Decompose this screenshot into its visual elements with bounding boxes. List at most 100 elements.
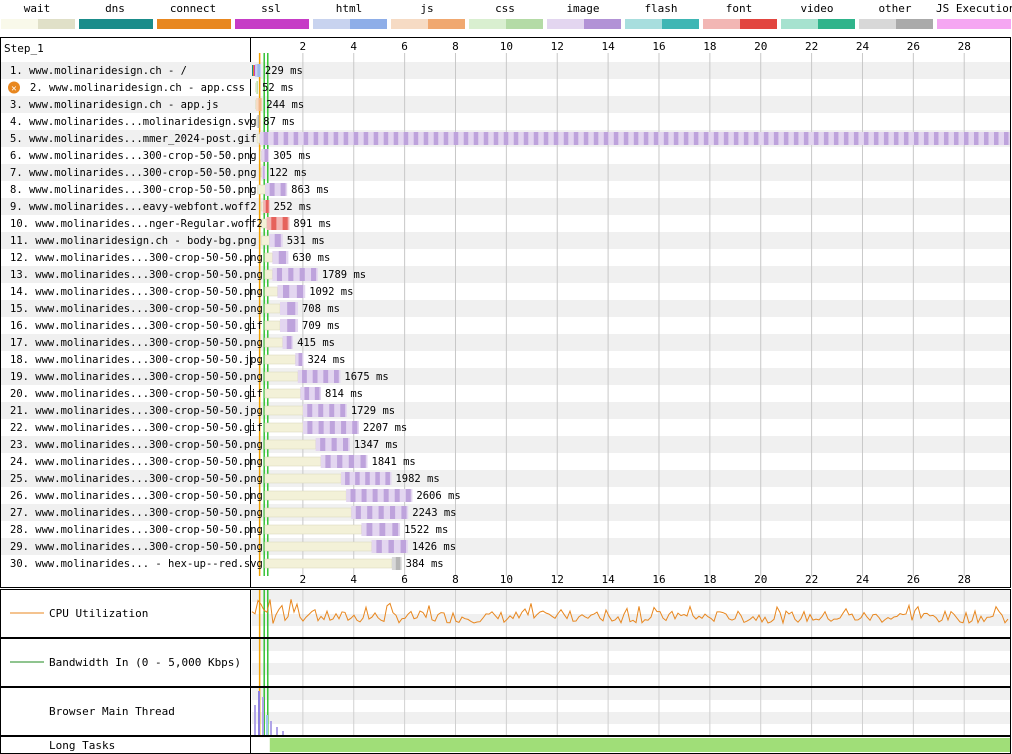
request-bar-chunk <box>379 523 386 536</box>
row-background <box>1 198 1010 215</box>
request-wait-bar <box>264 286 278 297</box>
legend-swatch <box>740 19 777 29</box>
x-tick-label-bottom: 10 <box>500 573 513 586</box>
request-wait-bar <box>264 337 283 348</box>
request-wait-bar <box>264 524 362 535</box>
request-bar-chunk <box>393 132 399 145</box>
request-bar-chunk <box>853 132 859 145</box>
request-wait-bar <box>257 184 266 195</box>
request-bar-chunk <box>893 132 899 145</box>
legend-swatch <box>937 19 974 29</box>
panel-bw-frame <box>0 638 1011 687</box>
request-bar-chunk <box>533 132 539 145</box>
request-bar-chunk <box>833 132 839 145</box>
request-bar-chunk <box>1003 132 1009 145</box>
request-bar <box>272 268 318 281</box>
panel-band <box>252 639 1010 651</box>
request-bar-chunk <box>269 183 275 196</box>
request-bar-chunk <box>443 132 449 145</box>
legend-item-image: image <box>546 0 621 32</box>
legend-item-wait: wait <box>0 0 75 32</box>
legend-item-js: js <box>390 0 465 32</box>
panel-band <box>252 590 1010 602</box>
legend-item-flash: flash <box>624 0 699 32</box>
request-ssl-bar <box>254 65 256 76</box>
request-duration-label: 1729 ms <box>351 405 395 417</box>
request-bar-chunk <box>633 132 639 145</box>
request-wait-bar <box>264 371 299 382</box>
legend-label: dns <box>105 2 125 15</box>
request-bar-chunk <box>663 132 669 145</box>
request-bar-chunk <box>395 557 401 570</box>
request-bar-chunk <box>361 489 367 502</box>
request-bar-chunk <box>783 132 789 145</box>
row-background <box>1 368 1010 385</box>
request-label: 4. www.molinarides...molinaridesign.svg <box>10 116 257 128</box>
request-bar-chunk <box>773 132 779 145</box>
request-duration-label: 1789 ms <box>322 269 366 281</box>
panel-mt-frame <box>0 687 1011 736</box>
request-label: 22. www.molinarides...300-crop-50-50.gif <box>10 422 263 434</box>
legend-swatch <box>703 19 740 29</box>
request-bar-chunk <box>405 489 411 502</box>
request-bar-chunk <box>400 540 407 553</box>
legend-label: css <box>495 2 515 15</box>
request-wait-bar <box>264 269 273 280</box>
legend-label: image <box>566 2 600 15</box>
legend-swatch <box>79 19 116 29</box>
request-bar-chunk <box>323 132 329 145</box>
request-wait-bar <box>264 422 304 433</box>
legend-item-css: css <box>468 0 543 32</box>
request-bar-chunk <box>513 132 519 145</box>
request-bar-chunk <box>823 132 829 145</box>
request-bar-chunk <box>353 132 359 145</box>
request-wait-bar <box>264 490 347 501</box>
request-duration-label: 384 ms <box>406 558 444 570</box>
legend-swatch <box>313 19 350 29</box>
request-duration-label: 1675 ms <box>344 371 388 383</box>
x-tick-label-bottom: 24 <box>856 573 870 586</box>
x-tick-label-bottom: 20 <box>754 573 767 586</box>
request-bar-chunk <box>573 132 579 145</box>
legend-swatch <box>116 19 153 29</box>
request-bar-chunk <box>394 489 400 502</box>
request-bar-chunk <box>623 132 629 145</box>
request-bar-chunk <box>283 132 289 145</box>
request-duration-label: 2606 ms <box>416 490 460 502</box>
legend-label: html <box>335 2 363 15</box>
x-tick-label-top: 2 <box>300 40 307 53</box>
request-duration-label: 305 ms <box>273 150 311 162</box>
request-bar-chunk <box>365 472 370 485</box>
request-wait-bar <box>259 150 262 161</box>
request-bar-chunk <box>553 132 559 145</box>
row-background <box>1 436 1010 453</box>
request-bar-chunk <box>264 149 269 162</box>
legend-label: other <box>878 2 912 15</box>
row-background <box>1 504 1010 521</box>
legend-item-dns: dns <box>78 0 153 32</box>
x-tick-label-bottom: 6 <box>401 573 408 586</box>
request-bar-chunk <box>693 132 699 145</box>
request-bar-chunk <box>373 132 379 145</box>
x-tick-label-top: 24 <box>856 40 870 53</box>
request-bar-chunk <box>366 523 373 536</box>
request-bar-chunk <box>383 489 389 502</box>
row-background <box>1 470 1010 487</box>
request-bar-chunk <box>389 506 396 519</box>
request-duration-label: 1426 ms <box>412 541 456 553</box>
request-label: 14. www.molinarides...300-crop-50-50.png <box>10 286 263 298</box>
request-bar-chunk <box>378 506 384 519</box>
request-bar-chunk <box>343 132 349 145</box>
request-bar-chunk <box>653 132 659 145</box>
legend-swatch <box>235 19 272 29</box>
request-duration-label: 229 ms <box>265 65 303 77</box>
request-label: 6. www.molinarides...300-crop-50-50.png <box>10 150 257 162</box>
request-bar-chunk <box>293 132 299 145</box>
request-bar-chunk <box>312 370 318 383</box>
request-bar-chunk <box>282 217 288 230</box>
request-label: 9. www.molinarides...eavy-webfont.woff2 <box>10 201 257 213</box>
request-bar-chunk <box>392 523 399 536</box>
request-bar-chunk <box>703 132 709 145</box>
request-bar-chunk <box>348 455 355 468</box>
